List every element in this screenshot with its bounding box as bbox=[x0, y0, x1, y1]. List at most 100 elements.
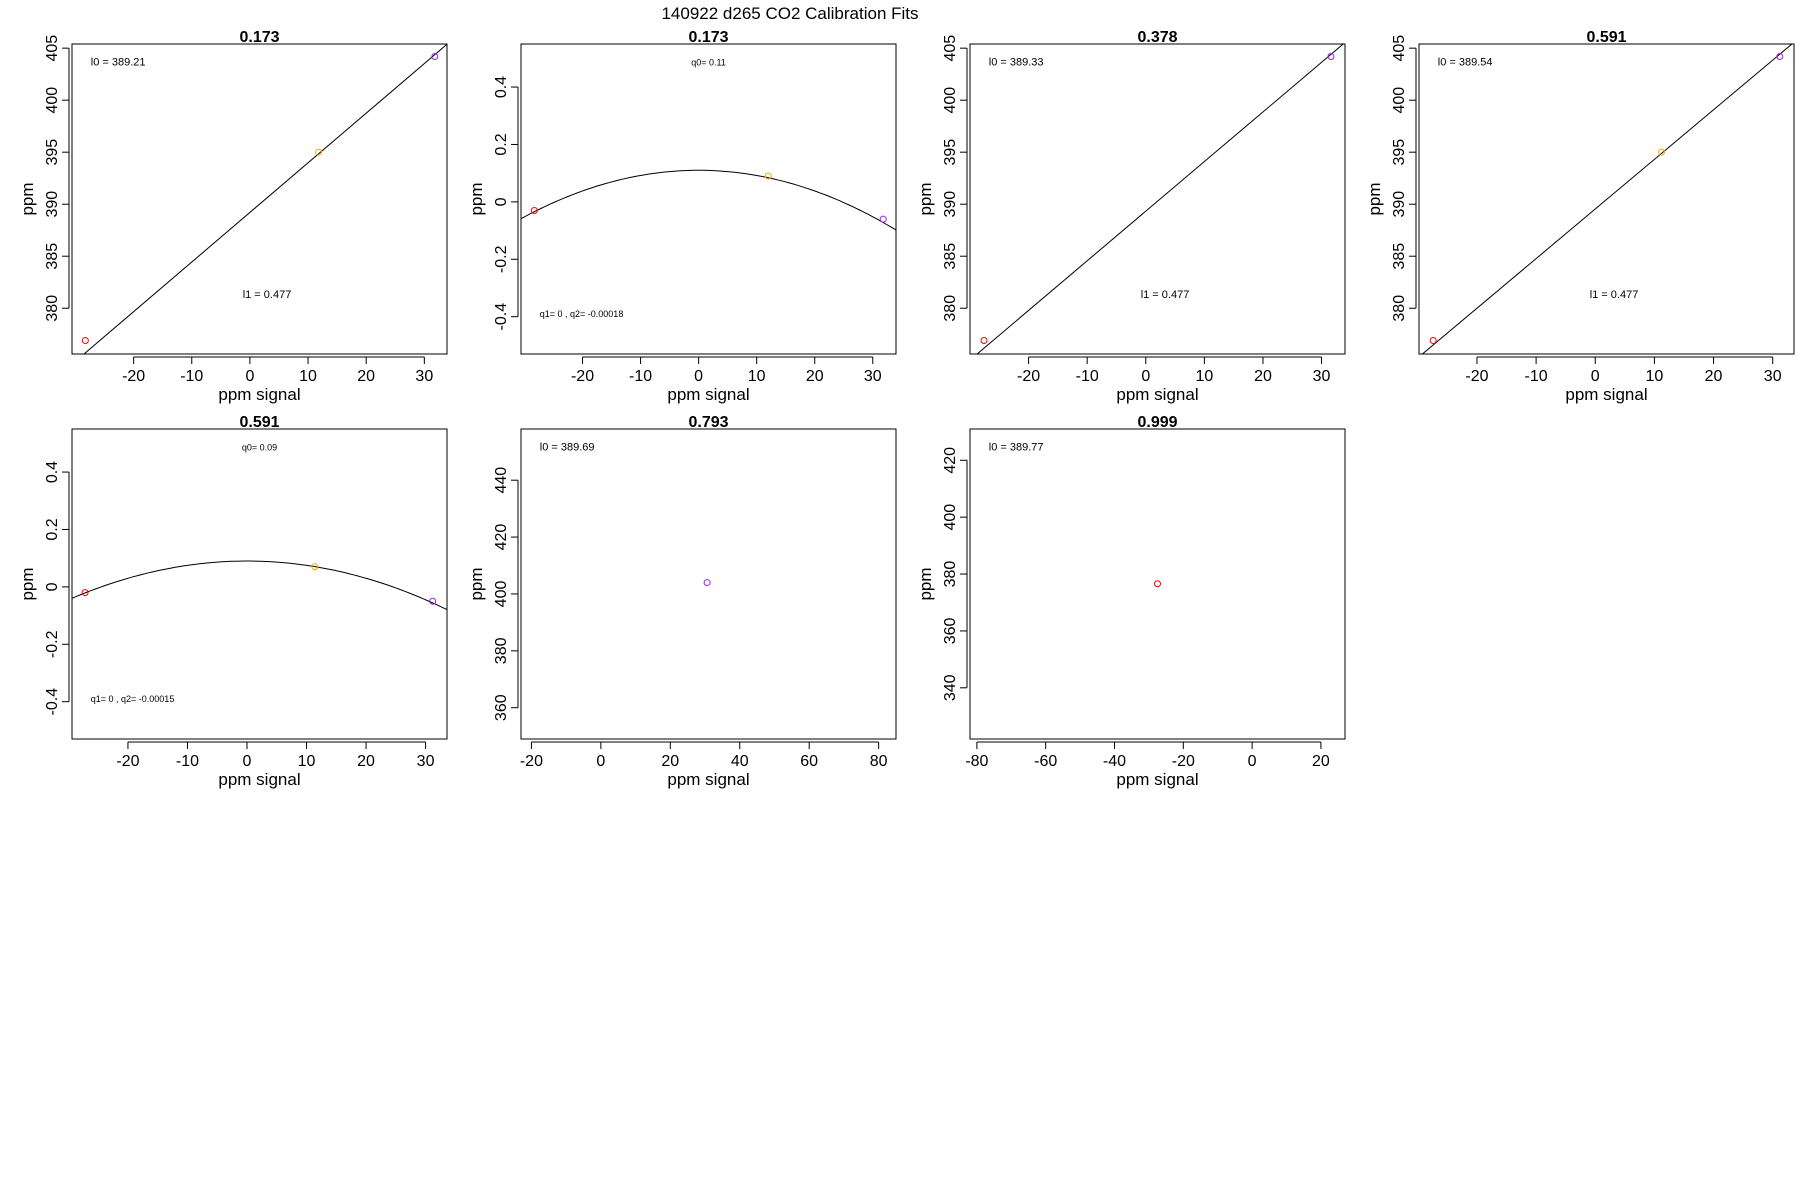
x-tick-label: -10 bbox=[629, 368, 652, 385]
data-point bbox=[1154, 580, 1161, 588]
x-tick-label: -20 bbox=[1017, 368, 1040, 385]
fit-curve bbox=[521, 169, 896, 231]
data-point bbox=[1658, 148, 1666, 156]
y-axis-label: ppm bbox=[916, 182, 935, 215]
y-tick-label: 0.4 bbox=[44, 461, 61, 483]
fit-annotation: l1 = 0.477 bbox=[1141, 289, 1190, 301]
data-point bbox=[311, 563, 319, 571]
y-tick-label: 0.2 bbox=[44, 518, 61, 540]
panel-grid: 0.173 -20 -10 0 10 20 30 ppm signal 380 385 390 395… bbox=[18, 29, 1795, 789]
x-tick-label: 0 bbox=[1141, 368, 1150, 385]
x-tick-label: -10 bbox=[1525, 368, 1548, 385]
y-tick-label: 380 bbox=[44, 295, 61, 322]
panel-title: 0.378 bbox=[1137, 29, 1177, 46]
x-tick-label: 0 bbox=[1248, 753, 1257, 770]
y-tick-label: 400 bbox=[942, 87, 959, 114]
fit-annotation: l0 = 389.54 bbox=[1438, 57, 1493, 69]
fit-line bbox=[976, 44, 1344, 354]
data-point bbox=[1429, 336, 1437, 344]
x-tick-label: 0 bbox=[694, 368, 703, 385]
panel-1: 0.173 -20 -10 0 10 20 30 ppm signal 380 385 390 395… bbox=[18, 29, 448, 404]
x-tick-label: -20 bbox=[520, 753, 543, 770]
x-axis-label: ppm signal bbox=[1565, 385, 1647, 404]
x-tick-label: 10 bbox=[299, 368, 317, 385]
y-tick-label: 420 bbox=[493, 524, 510, 551]
x-axis-label: ppm signal bbox=[667, 385, 749, 404]
y-tick-label: 380 bbox=[942, 295, 959, 322]
y-tick-label: 390 bbox=[44, 191, 61, 218]
y-axis-label: ppm bbox=[916, 567, 935, 600]
fit-annotation: l1 = 0.477 bbox=[243, 289, 292, 301]
x-axis-label: ppm signal bbox=[667, 770, 749, 789]
y-tick-label: 340 bbox=[942, 674, 959, 701]
panel-7: 0.999 -80 -60 -40 -20 0 20 ppm signal 340 360 380 4… bbox=[916, 414, 1346, 789]
x-tick-label: -20 bbox=[571, 368, 594, 385]
x-tick-label: 20 bbox=[661, 753, 679, 770]
plot-frame bbox=[969, 428, 1346, 740]
fit-annotation: l0 = 389.21 bbox=[91, 57, 146, 69]
y-tick-label: 0.4 bbox=[493, 76, 510, 98]
x-axis-label: ppm signal bbox=[218, 770, 300, 789]
y-tick-label: 390 bbox=[1391, 191, 1408, 218]
x-tick-label: -80 bbox=[965, 753, 988, 770]
x-tick-label: 60 bbox=[800, 753, 818, 770]
panel-title: 0.793 bbox=[688, 414, 728, 431]
fit-curve bbox=[72, 560, 447, 611]
plot-frame bbox=[71, 428, 448, 740]
y-tick-label: 400 bbox=[1391, 87, 1408, 114]
x-tick-label: 80 bbox=[870, 753, 888, 770]
y-tick-label: 440 bbox=[493, 467, 510, 494]
fit-annotation: l0 = 389.77 bbox=[989, 442, 1044, 454]
x-tick-label: 20 bbox=[806, 368, 824, 385]
x-tick-label: -10 bbox=[1076, 368, 1099, 385]
fit-annotation: q0= 0.09 bbox=[242, 443, 277, 453]
data-point bbox=[980, 336, 988, 344]
y-tick-label: 0 bbox=[44, 582, 61, 591]
x-tick-label: -10 bbox=[176, 753, 199, 770]
panel-title: 0.591 bbox=[239, 414, 279, 431]
x-tick-label: 20 bbox=[357, 753, 375, 770]
y-tick-label: 405 bbox=[1391, 35, 1408, 62]
y-tick-label: 405 bbox=[44, 35, 61, 62]
x-tick-label: 30 bbox=[1764, 368, 1782, 385]
plot-frame bbox=[1418, 43, 1795, 355]
panel-2: 0.173 -20 -10 0 10 20 30 ppm signal -0.4 -0.2 0 0.2… bbox=[467, 29, 897, 404]
y-tick-label: -0.2 bbox=[493, 245, 510, 273]
y-tick-label: 380 bbox=[942, 561, 959, 588]
panel-3: 0.378 -20 -10 0 10 20 30 ppm signal 380 385 390 395… bbox=[916, 29, 1346, 404]
data-point bbox=[431, 52, 439, 60]
x-axis-label: ppm signal bbox=[218, 385, 300, 404]
data-point bbox=[81, 589, 89, 597]
x-tick-label: 30 bbox=[417, 753, 435, 770]
data-point bbox=[879, 215, 887, 223]
x-tick-label: -20 bbox=[122, 368, 145, 385]
panel-5: 0.591 -20 -10 0 10 20 30 ppm signal -0.4 -0.2 0 0.2… bbox=[18, 414, 448, 789]
x-tick-label: 30 bbox=[415, 368, 433, 385]
x-tick-label: 20 bbox=[1312, 753, 1330, 770]
x-tick-label: 30 bbox=[1313, 368, 1331, 385]
x-tick-label: 20 bbox=[1254, 368, 1272, 385]
x-tick-label: -10 bbox=[180, 368, 203, 385]
plot-frame bbox=[520, 428, 897, 740]
y-tick-label: 385 bbox=[1391, 243, 1408, 270]
y-axis-label: ppm bbox=[1365, 182, 1384, 215]
x-axis-label: ppm signal bbox=[1116, 770, 1198, 789]
y-tick-label: 360 bbox=[493, 694, 510, 721]
y-tick-label: 420 bbox=[942, 447, 959, 474]
panel-6: 0.793 -20 0 20 40 60 80 ppm signal 360 380 400 420 4… bbox=[467, 414, 897, 789]
y-tick-label: 380 bbox=[1391, 295, 1408, 322]
data-point bbox=[764, 172, 772, 180]
y-axis-label: ppm bbox=[467, 567, 486, 600]
x-tick-label: -40 bbox=[1103, 753, 1126, 770]
y-tick-label: 390 bbox=[942, 191, 959, 218]
panel-title: 0.999 bbox=[1137, 414, 1177, 431]
x-tick-label: 0 bbox=[1591, 368, 1600, 385]
plot-frame bbox=[520, 43, 897, 355]
y-tick-label: -0.4 bbox=[44, 688, 61, 716]
x-tick-label: 10 bbox=[1195, 368, 1213, 385]
y-tick-label: -0.2 bbox=[44, 630, 61, 658]
y-tick-label: -0.4 bbox=[493, 303, 510, 331]
data-point bbox=[1327, 52, 1335, 60]
data-point bbox=[530, 206, 538, 214]
